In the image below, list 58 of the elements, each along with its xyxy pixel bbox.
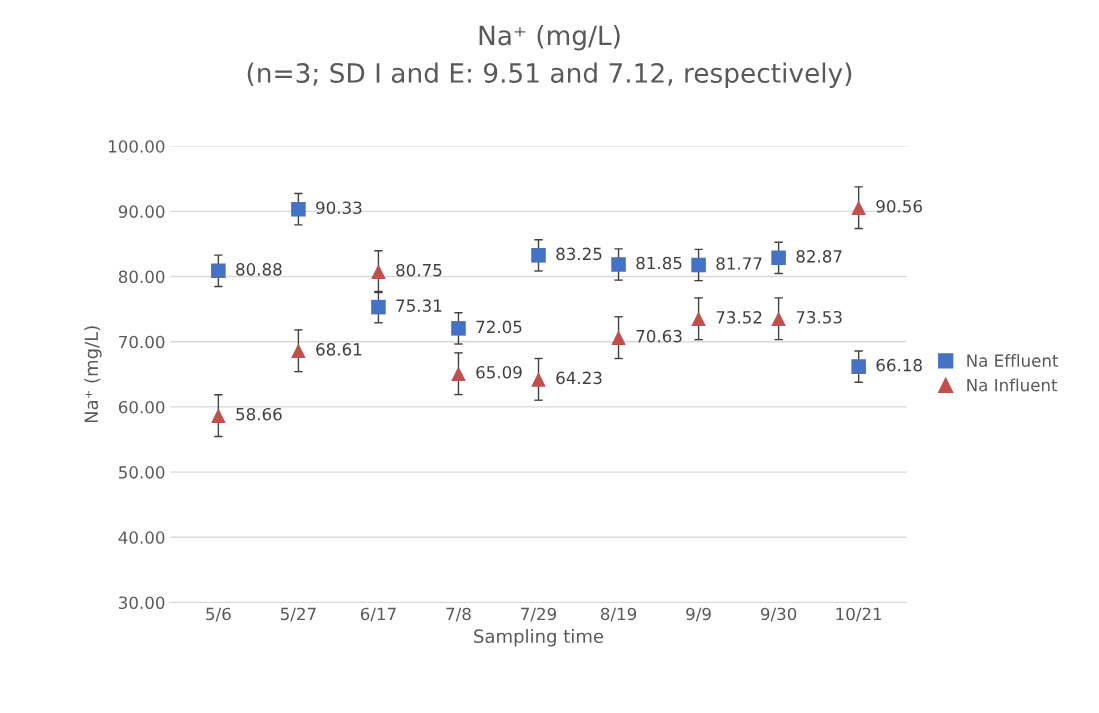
point [691,257,706,273]
data-label: 90.33 [316,201,362,215]
point [771,311,786,326]
data-label: 81.85 [636,256,682,270]
data-label: 83.25 [556,247,602,261]
point [611,330,626,345]
y-axis-title: Na⁺ (mg/L) [84,326,102,423]
data-label: 73.52 [716,311,762,324]
data-label: 68.61 [316,343,362,356]
point [771,250,786,266]
legend-label: Na Effluent [967,354,1059,367]
data-label: 75.31 [396,299,442,312]
point [291,201,306,217]
y-tick-label: 60.00 [118,400,165,414]
point [211,263,226,279]
data-label: 65.09 [476,365,522,379]
point [371,264,386,279]
point [291,343,306,359]
point [691,311,706,327]
point [851,200,866,215]
point [611,257,626,272]
point [451,366,466,382]
data-label: 64.23 [556,371,602,385]
y-tick-label: 40.00 [118,531,165,544]
x-tick-label: 6/17 [360,607,396,622]
y-tick-label: 80.00 [118,270,165,284]
data-label: 81.77 [716,257,762,270]
x-tick-label: 8/19 [600,607,637,622]
point [851,359,866,374]
x-tick-label: 10/21 [836,607,882,622]
data-label: 90.56 [876,199,922,213]
point [451,321,466,336]
x-tick-label: 5/27 [280,607,316,622]
data-label: 72.05 [476,320,522,334]
y-tick-label: 50.00 [119,466,165,479]
data-label: 70.63 [636,329,682,343]
point [531,248,546,263]
y-tick-label: 70.00 [119,335,165,349]
x-tick-label: 9/9 [686,607,711,622]
x-tick-label: 5/6 [206,607,231,622]
x-tick-label: 7/8 [446,607,471,622]
data-label: 73.53 [796,310,842,324]
x-axis-title: Sampling time [474,629,604,647]
data-label: 82.87 [796,250,842,263]
y-tick-label: 90.00 [118,205,165,218]
data-label: 80.88 [236,263,282,276]
chart-title: Na⁺ (mg/L) (n=3; SD I and E: 9.51 and 7.12, respectively) [247,24,852,89]
x-tick-label: 9/30 [760,607,797,622]
legend-label: Na Influent [967,378,1058,392]
point [211,408,226,423]
point [371,299,386,315]
x-tick-label: 7/29 [521,607,557,622]
data-label: 80.75 [396,263,442,277]
point [531,372,546,387]
data-label: 58.66 [236,407,282,421]
y-tick-label: 100.00 [109,140,165,153]
data-label: 66.18 [876,358,922,372]
y-tick-label: 30.00 [119,596,165,610]
